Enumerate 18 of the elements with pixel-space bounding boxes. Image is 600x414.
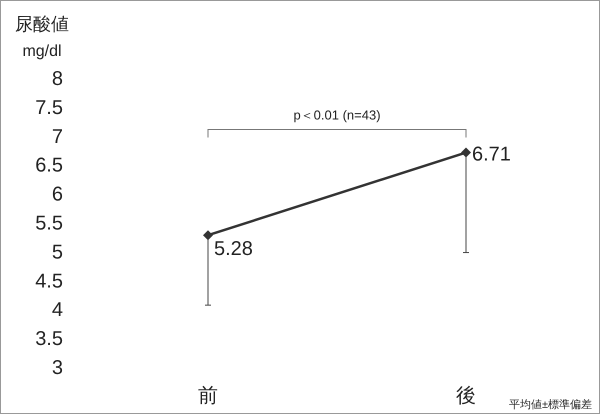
ytick: 7.5 xyxy=(35,96,63,119)
ytick: 6 xyxy=(52,184,63,206)
data-label: 5.28 xyxy=(214,238,253,260)
ylabel: 尿酸値 mg/dl xyxy=(15,14,69,60)
annotation: 平均値±標準偏差 xyxy=(508,399,592,411)
ytick: 3.5 xyxy=(35,328,63,350)
ytick: 4 xyxy=(52,299,63,322)
ytick: 8 xyxy=(52,68,63,90)
data-label: 6.71 xyxy=(472,144,511,166)
ytick: 6.5 xyxy=(35,154,63,177)
xtick: 後 xyxy=(456,385,476,407)
ytick: 5 xyxy=(52,241,63,264)
ytick: 4.5 xyxy=(35,270,63,292)
annotation: p＜0.01 (n=43) xyxy=(293,108,381,123)
xtick: 前 xyxy=(198,385,218,407)
ytick: 3 xyxy=(52,357,63,379)
ytick: 5.5 xyxy=(35,212,63,234)
ytick: 7 xyxy=(52,126,63,148)
